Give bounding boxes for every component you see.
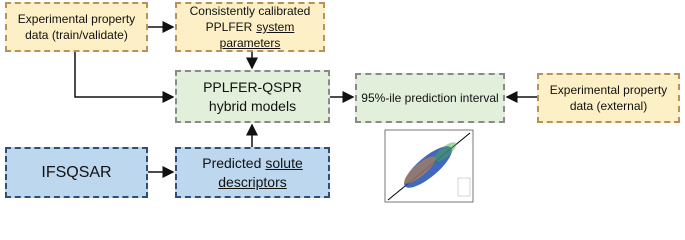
label: PPLFER-QSPR: [203, 78, 302, 95]
label: data (external): [569, 99, 648, 113]
text-line: IFSQSAR: [41, 163, 112, 181]
label: Consistently calibrated: [189, 4, 311, 18]
diagram: Experimental property data (train/validat…: [5, 2, 680, 203]
node: Consistently calibrated PPLFER system para…: [175, 2, 325, 52]
text-line: Consistently calibrated: [190, 3, 311, 19]
label: hybrid models: [208, 97, 297, 114]
label: descriptors: [218, 173, 287, 190]
arrow: [74, 52, 175, 103]
label: 95%-ile prediction interval: [361, 91, 499, 105]
node: Predicted solute descriptors: [175, 147, 330, 198]
label: PPLFER: [205, 20, 253, 34]
text-line: Predicted solute: [202, 154, 303, 173]
text-line: PPLFER-QSPR: [203, 78, 302, 97]
text-line: Experimental property: [18, 11, 135, 27]
node: IFSQSAR: [5, 147, 148, 198]
node: Experimental property data (train/validat…: [5, 2, 148, 52]
label: Experimental property: [549, 83, 668, 97]
text-line: data (external): [570, 98, 647, 114]
text-line: 95%-ile prediction interval: [361, 90, 498, 106]
label: solute: [265, 154, 303, 171]
label: Predicted: [202, 154, 262, 171]
text-line: Experimental property: [550, 82, 667, 98]
node: 95%-ile prediction interval: [355, 73, 505, 123]
text-line: data (train/validate): [25, 27, 128, 43]
label: data (train/validate): [25, 28, 128, 42]
text-line: PPLFER system parameters: [177, 19, 323, 51]
node: PPLFER-QSPR hybrid models: [175, 70, 330, 123]
label: Experimental property: [17, 12, 136, 26]
text-line: descriptors: [218, 173, 286, 192]
scatter-thumbnail: [384, 129, 474, 203]
text-line: hybrid models: [209, 97, 296, 116]
label: system parameters: [219, 20, 295, 50]
connectors: [74, 21, 537, 203]
label: IFSQSAR: [41, 163, 112, 181]
node: Experimental property data (external): [537, 73, 680, 123]
